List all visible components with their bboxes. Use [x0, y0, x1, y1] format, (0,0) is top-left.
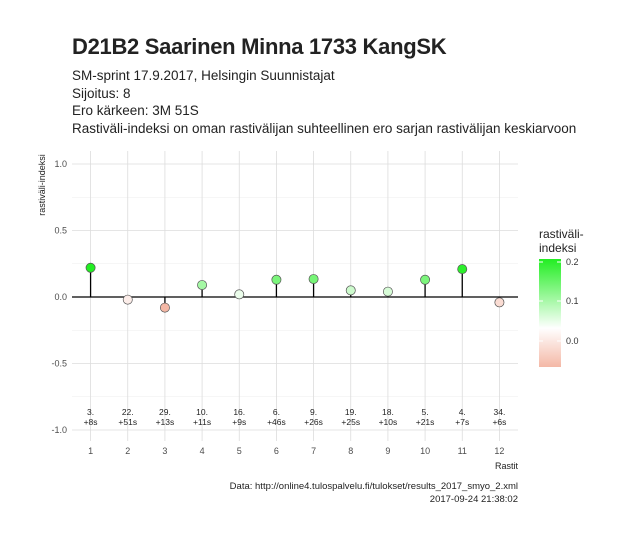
rank-label: 19.	[345, 407, 357, 417]
y-tick-label: 0.5	[54, 226, 67, 236]
point-labels: 3.+8s 22.+51s 29.+13s 10.+11s 16.+9s 6.+46s 9.…	[84, 407, 507, 427]
data-point	[308, 274, 319, 284]
x-axis-label: Rastit	[495, 461, 519, 471]
x-tick-label: 8	[348, 446, 353, 456]
source-caption: Data: http://online4.tulospalvelu.fi/tul…	[230, 480, 518, 506]
x-tick-label: 11	[458, 446, 467, 456]
rank-label: 18.	[382, 407, 394, 417]
stems	[89, 267, 501, 308]
x-tick-label: 10	[420, 446, 430, 456]
y-tick-label: -0.5	[51, 359, 67, 369]
rank-label: 10.	[196, 407, 208, 417]
rank-label: 16.	[233, 407, 245, 417]
rank-label: 5.	[422, 407, 429, 417]
generated-timestamp: 2017-09-24 21:38:02	[429, 494, 518, 505]
data-point	[122, 294, 133, 305]
diff-label: +25s	[341, 417, 360, 427]
x-tick-label: 3	[162, 446, 167, 456]
rank-label: 29.	[159, 407, 171, 417]
diff-label: +11s	[193, 417, 211, 427]
legend: rastiväli- indeksi 0.2 0.1 0.0	[539, 227, 584, 367]
rank-label: 4.	[459, 407, 466, 417]
x-tick-labels: 1 2 3 4 5 6 7 8 9 10 11 12	[88, 446, 504, 456]
grid-lines	[72, 151, 518, 441]
x-tick-label: 6	[274, 446, 279, 456]
rank-label: 34.	[494, 407, 506, 417]
y-tick-label: 1.0	[54, 159, 67, 169]
data-point	[494, 297, 505, 308]
subtitle-line-event: SM-sprint 17.9.2017, Helsingin Suunnista…	[72, 68, 335, 83]
data-point	[159, 302, 170, 313]
rank-label: 22.	[122, 407, 134, 417]
subtitle-line-description: Rastiväli-indeksi on oman rastivälijan s…	[72, 120, 577, 136]
data-point	[234, 289, 245, 300]
data-points	[85, 262, 505, 313]
legend-tick-label: 0.1	[566, 296, 579, 306]
y-tick-label: 0.0	[54, 292, 67, 302]
diff-label: +13s	[156, 417, 175, 427]
legend-colorbar	[539, 259, 561, 367]
diff-label: +6s	[492, 417, 506, 427]
subtitle-line-gap: Ero kärkeen: 3M 51S	[72, 103, 199, 118]
diff-label: +7s	[455, 417, 469, 427]
legend-tick-label: 0.2	[566, 257, 579, 267]
x-tick-label: 12	[494, 446, 504, 456]
x-tick-label: 1	[88, 446, 93, 456]
diff-label: +9s	[232, 417, 246, 427]
diff-label: +21s	[416, 417, 435, 427]
legend-title-line2: indeksi	[539, 241, 576, 255]
legend-tick-label: 0.0	[566, 336, 579, 346]
rank-label: 3.	[87, 407, 94, 417]
chart-title: D21B2 Saarinen Minna 1733 KangSK	[72, 34, 447, 59]
data-point	[457, 264, 468, 275]
diff-label: +46s	[267, 417, 286, 427]
rank-label: 6.	[273, 407, 280, 417]
x-tick-label: 2	[125, 446, 130, 456]
legend-ticks: 0.2 0.1 0.0	[539, 257, 579, 346]
data-point	[382, 286, 393, 297]
x-tick-label: 4	[200, 446, 205, 456]
source-url: Data: http://online4.tulospalvelu.fi/tul…	[229, 481, 518, 492]
diff-label: +51s	[118, 417, 137, 427]
x-tick-label: 7	[311, 446, 316, 456]
data-point	[420, 274, 431, 285]
diff-label: +26s	[304, 417, 323, 427]
data-point	[345, 285, 356, 296]
y-axis-label: rastiväli-indeksi	[37, 154, 47, 216]
rank-label: 9.	[310, 407, 317, 417]
data-point	[271, 274, 282, 285]
chart-subtitle: SM-sprint 17.9.2017, Helsingin Suunnista…	[72, 67, 576, 137]
data-point	[197, 280, 208, 290]
diff-label: +8s	[84, 417, 98, 427]
legend-title-line1: rastiväli-	[539, 227, 584, 241]
y-tick-labels: -1.0 -0.5 0.0 0.5 1.0	[51, 159, 67, 435]
x-tick-label: 5	[237, 446, 242, 456]
x-tick-label: 9	[385, 446, 390, 456]
subtitle-line-placement: Sijoitus: 8	[72, 85, 131, 101]
data-point	[85, 262, 96, 273]
y-tick-label: -1.0	[51, 425, 67, 435]
diff-label: +10s	[379, 417, 398, 427]
